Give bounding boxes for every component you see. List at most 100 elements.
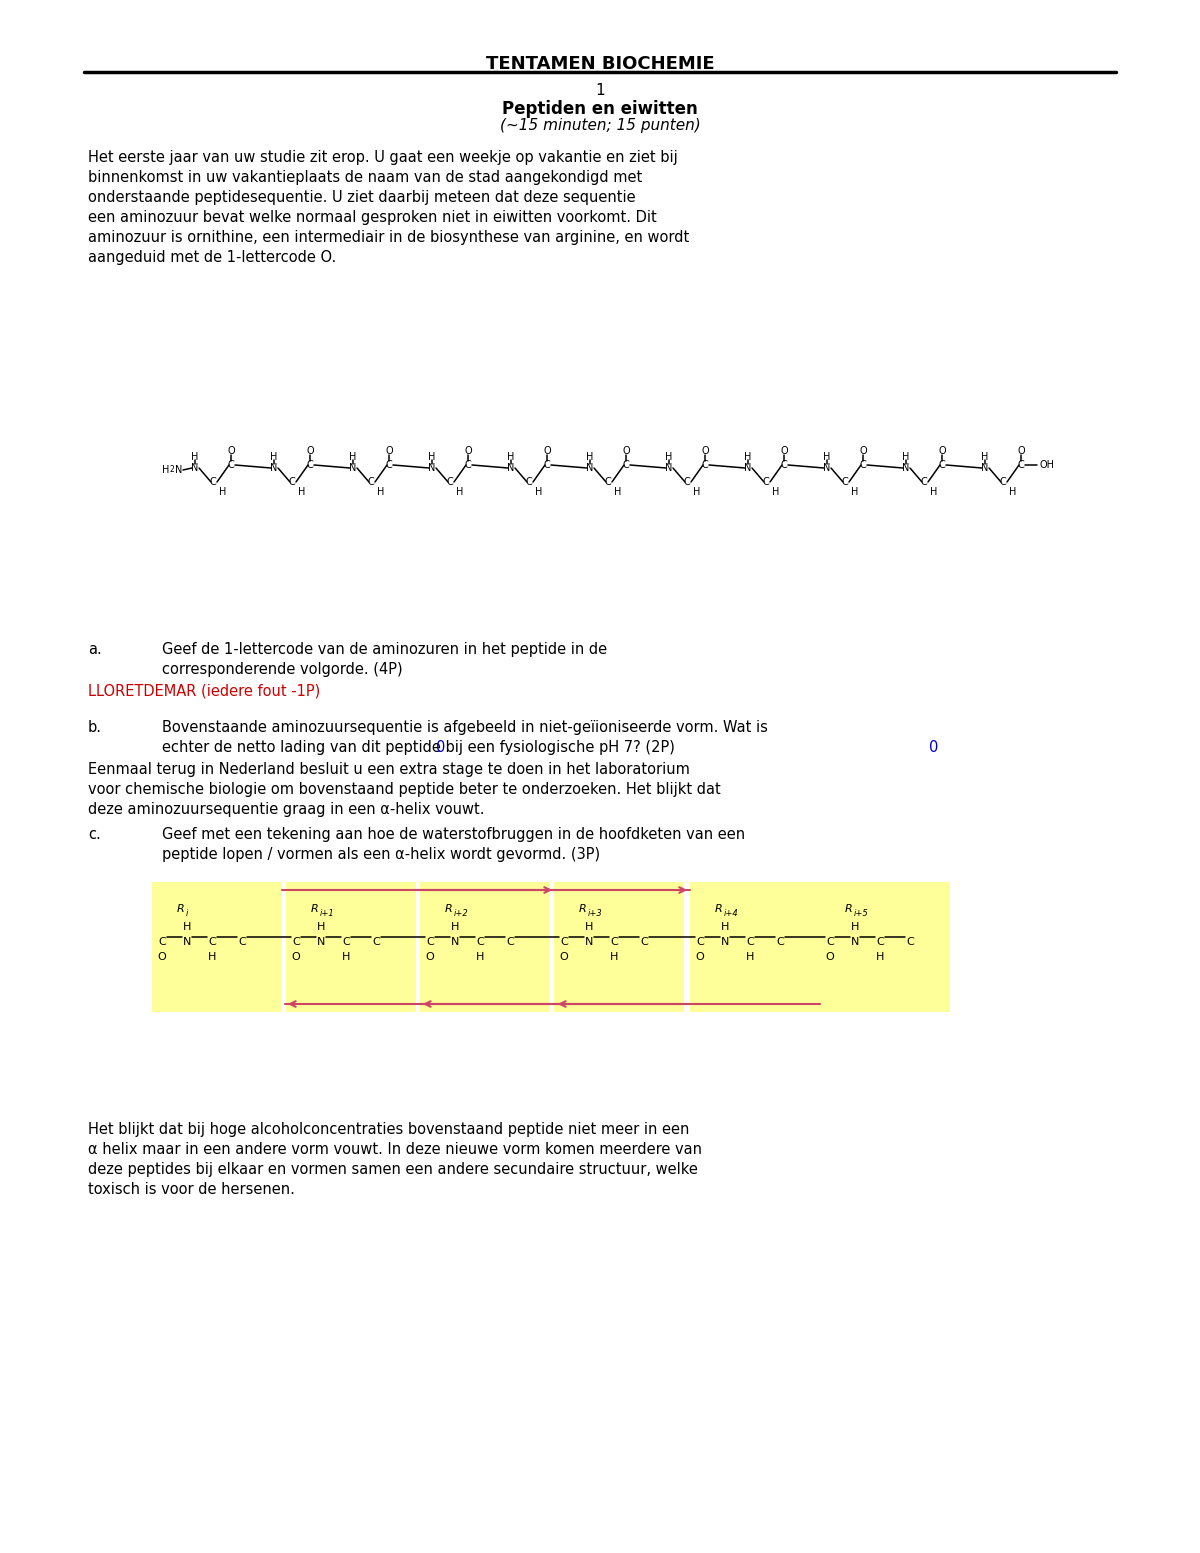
Text: deze aminozuursequentie graag in een α-helix vouwt.: deze aminozuursequentie graag in een α-h… (88, 801, 485, 817)
Text: C: C (640, 936, 648, 947)
Text: C: C (696, 936, 704, 947)
Text: peptide lopen / vormen als een α-helix wordt gevormd. (3P): peptide lopen / vormen als een α-helix w… (162, 846, 600, 862)
Text: H: H (191, 452, 199, 461)
Text: C: C (623, 460, 629, 471)
Text: C: C (781, 460, 787, 471)
Text: corresponderende volgorde. (4P): corresponderende volgorde. (4P) (162, 662, 403, 677)
Text: C: C (476, 936, 484, 947)
Text: N: N (823, 463, 830, 474)
Text: C: C (208, 936, 216, 947)
Text: H: H (428, 452, 436, 461)
Text: H: H (823, 452, 830, 461)
Bar (152, 882, 282, 1013)
Text: H: H (876, 952, 884, 961)
Text: C: C (238, 936, 246, 947)
Text: H: H (902, 452, 910, 461)
Text: C: C (372, 936, 380, 947)
Text: 2: 2 (170, 464, 175, 474)
Text: H: H (377, 488, 385, 497)
Text: C: C (1000, 477, 1007, 488)
Text: C: C (228, 460, 234, 471)
Text: Geef de 1-lettercode van de aminozuren in het peptide in de: Geef de 1-lettercode van de aminozuren i… (162, 641, 607, 657)
Text: C: C (385, 460, 392, 471)
Text: H: H (451, 922, 460, 932)
Text: H: H (587, 452, 594, 461)
Text: O: O (426, 952, 434, 961)
Text: α helix maar in een andere vorm vouwt. In deze nieuwe vorm komen meerdere van: α helix maar in een andere vorm vouwt. I… (88, 1141, 702, 1157)
Text: N: N (721, 936, 730, 947)
Text: N: N (744, 463, 751, 474)
Text: O: O (157, 952, 167, 961)
Text: H: H (342, 952, 350, 961)
Text: 0: 0 (436, 739, 445, 755)
Text: een aminozuur bevat welke normaal gesproken niet in eiwitten voorkomt. Dit: een aminozuur bevat welke normaal gespro… (88, 210, 656, 225)
Text: O: O (622, 446, 630, 457)
Text: echter de netto lading van dit peptide bij een fysiologische pH 7? (2P): echter de netto lading van dit peptide b… (162, 739, 679, 755)
Text: R: R (445, 904, 452, 915)
Text: toxisch is voor de hersenen.: toxisch is voor de hersenen. (88, 1182, 295, 1197)
Text: H: H (773, 488, 780, 497)
Text: R: R (715, 904, 722, 915)
Text: i+1: i+1 (320, 909, 335, 918)
Text: H: H (610, 952, 618, 961)
Text: (~15 minuten; 15 punten): (~15 minuten; 15 punten) (499, 118, 701, 134)
Text: H: H (456, 488, 463, 497)
Text: C: C (526, 477, 533, 488)
Text: O: O (938, 446, 946, 457)
Text: C: C (938, 460, 946, 471)
Text: aminozuur is ornithine, een intermediair in de biosynthese van arginine, en word: aminozuur is ornithine, een intermediair… (88, 230, 689, 245)
Text: H: H (317, 922, 325, 932)
Text: i+4: i+4 (724, 909, 739, 918)
Text: Het blijkt dat bij hoge alcoholconcentraties bovenstaand peptide niet meer in ee: Het blijkt dat bij hoge alcoholconcentra… (88, 1121, 689, 1137)
Text: H: H (476, 952, 484, 961)
Text: deze peptides bij elkaar en vormen samen een andere secundaire structuur, welke: deze peptides bij elkaar en vormen samen… (88, 1162, 698, 1177)
Text: H: H (744, 452, 751, 461)
Text: O: O (559, 952, 569, 961)
Text: 1: 1 (595, 82, 605, 98)
Text: C: C (776, 936, 784, 947)
Text: C: C (876, 936, 884, 947)
Text: C: C (605, 477, 611, 488)
Text: N: N (584, 936, 593, 947)
Text: C: C (746, 936, 754, 947)
Text: N: N (851, 936, 859, 947)
Text: H: H (508, 452, 515, 461)
Bar (286, 882, 416, 1013)
Text: N: N (902, 463, 910, 474)
Text: O: O (227, 446, 235, 457)
Text: Eenmaal terug in Nederland besluit u een extra stage te doen in het laboratorium: Eenmaal terug in Nederland besluit u een… (88, 763, 690, 776)
Text: H: H (851, 922, 859, 932)
Text: O: O (826, 952, 834, 961)
Text: H: H (349, 452, 356, 461)
Text: O: O (696, 952, 704, 961)
Text: c.: c. (88, 828, 101, 842)
Text: H: H (535, 488, 542, 497)
Text: O: O (780, 446, 788, 457)
Text: H: H (162, 464, 169, 475)
Text: O: O (306, 446, 314, 457)
Text: N: N (428, 463, 436, 474)
Text: H: H (930, 488, 937, 497)
Text: H: H (584, 922, 593, 932)
Text: Peptiden en eiwitten: Peptiden en eiwitten (502, 99, 698, 118)
Text: N: N (349, 463, 356, 474)
Text: C: C (684, 477, 690, 488)
Text: C: C (158, 936, 166, 947)
Text: H: H (694, 488, 701, 497)
Text: a.: a. (88, 641, 102, 657)
Text: C: C (544, 460, 551, 471)
Text: OH: OH (1040, 460, 1055, 471)
Text: C: C (920, 477, 928, 488)
Text: N: N (451, 936, 460, 947)
Bar (420, 882, 550, 1013)
Text: i+3: i+3 (588, 909, 602, 918)
Text: R: R (580, 904, 587, 915)
Text: O: O (1018, 446, 1025, 457)
Text: H: H (182, 922, 191, 932)
Text: C: C (210, 477, 216, 488)
Text: C: C (426, 936, 434, 947)
Text: H: H (270, 452, 277, 461)
Text: H: H (614, 488, 622, 497)
Bar (820, 882, 950, 1013)
Text: i+2: i+2 (454, 909, 469, 918)
